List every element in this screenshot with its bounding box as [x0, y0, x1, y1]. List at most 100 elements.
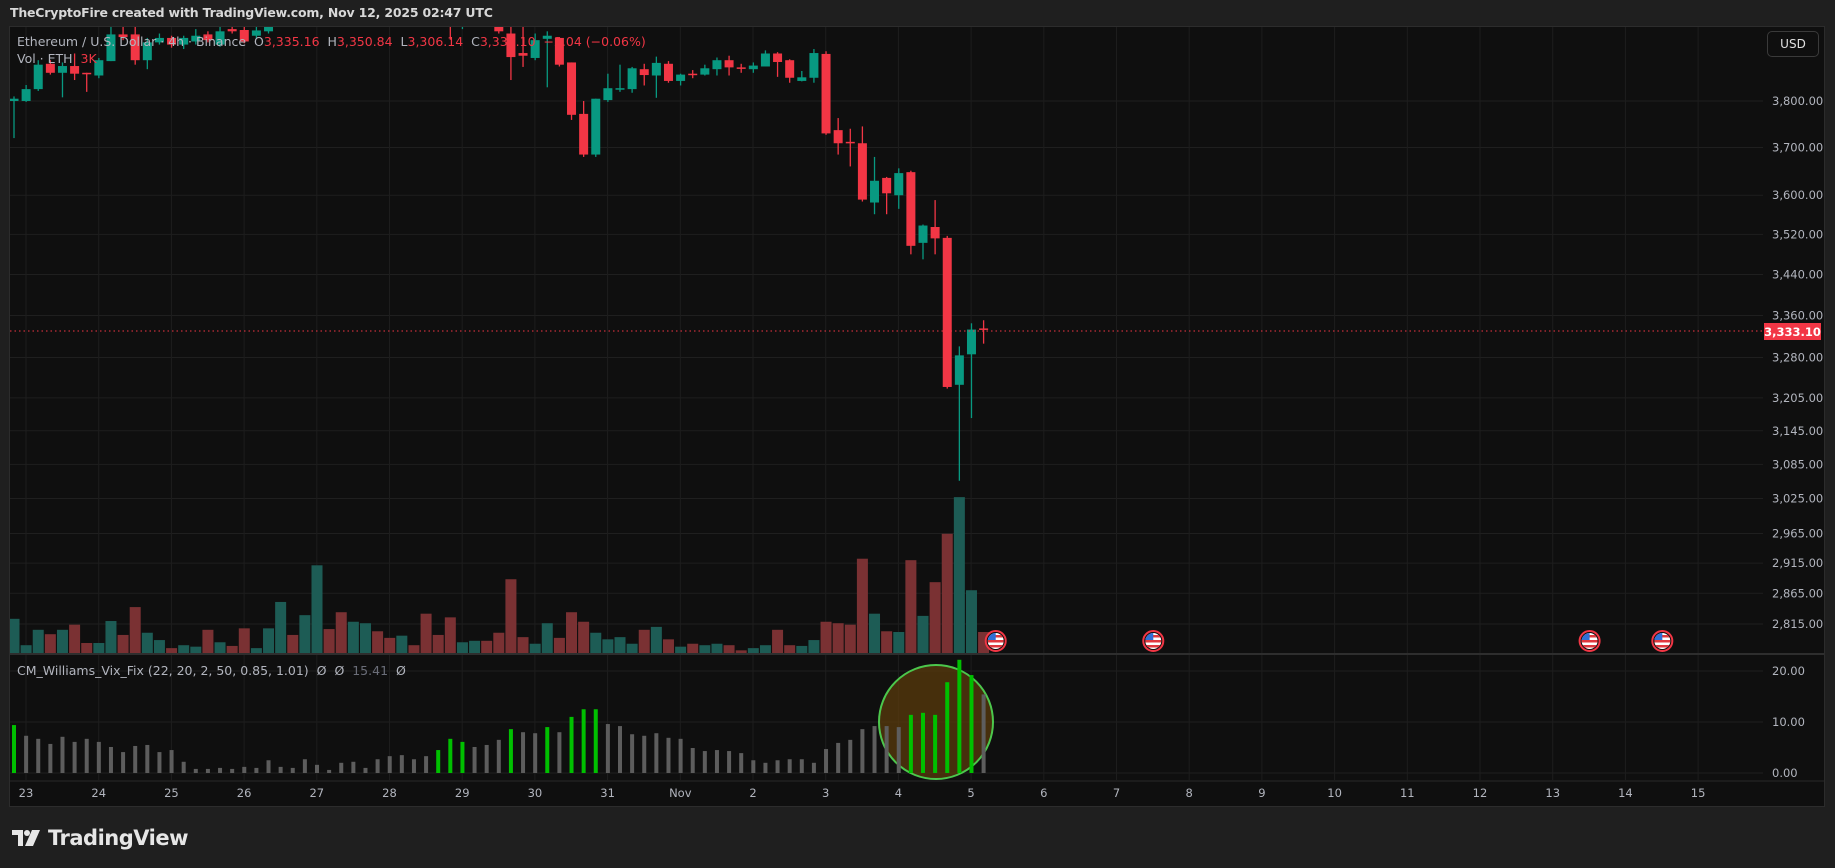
candle[interactable]	[118, 20, 128, 41]
candle[interactable]	[458, 7, 467, 30]
candle[interactable]	[21, 85, 31, 102]
time-tick-label: 4	[895, 786, 902, 800]
candle[interactable]	[639, 63, 649, 86]
candle[interactable]	[845, 128, 855, 167]
candle[interactable]	[785, 59, 795, 83]
candle-body	[700, 68, 710, 75]
candle[interactable]	[663, 61, 673, 83]
candle[interactable]	[894, 168, 904, 209]
us-flag-icon[interactable]	[984, 630, 1007, 652]
volume-bar	[905, 560, 917, 654]
candle[interactable]	[494, 12, 504, 34]
candle[interactable]	[530, 33, 540, 61]
candle[interactable]	[603, 73, 613, 102]
candle[interactable]	[688, 70, 698, 79]
candle[interactable]	[57, 62, 67, 98]
candle[interactable]	[736, 63, 746, 73]
candle[interactable]	[821, 51, 831, 135]
candle[interactable]	[542, 31, 552, 88]
candle-body	[979, 328, 989, 330]
candle[interactable]	[239, 24, 249, 44]
volume-bar	[772, 629, 784, 654]
us-flag-icon[interactable]	[1142, 630, 1165, 652]
candle[interactable]	[676, 73, 686, 86]
candle[interactable]	[882, 176, 892, 215]
candle[interactable]	[227, 23, 237, 34]
vix-bar	[630, 734, 635, 773]
indicator-title[interactable]: CM_Williams_Vix_Fix (22, 20, 2, 50, 0.85…	[17, 663, 309, 678]
candle[interactable]	[518, 16, 528, 67]
volume-label[interactable]: Vol · ETH	[17, 51, 73, 66]
volume-bar	[735, 650, 747, 654]
price-tick-label: 2,865.00	[1772, 586, 1823, 600]
vix-bar	[714, 750, 719, 773]
candle[interactable]	[506, 16, 516, 81]
us-flag-icon[interactable]	[1578, 630, 1601, 652]
candle[interactable]	[251, 27, 261, 38]
candle[interactable]	[773, 52, 783, 77]
candle[interactable]	[567, 62, 577, 120]
candle[interactable]	[422, 0, 431, 3]
candle[interactable]	[300, 0, 309, 9]
candle[interactable]	[554, 37, 564, 67]
candle[interactable]	[954, 346, 964, 481]
candle[interactable]	[748, 62, 758, 73]
candle-body	[833, 130, 843, 144]
candle-body	[748, 65, 758, 70]
candle[interactable]	[833, 118, 843, 155]
candle[interactable]	[930, 200, 940, 255]
candle[interactable]	[264, 12, 274, 34]
candle[interactable]	[106, 23, 116, 62]
candle[interactable]	[870, 156, 880, 215]
candle[interactable]	[579, 101, 589, 157]
event-markers[interactable]	[984, 630, 1674, 652]
candle[interactable]	[724, 55, 734, 76]
candle[interactable]	[979, 320, 989, 344]
candle[interactable]	[615, 64, 625, 92]
candle[interactable]	[797, 70, 807, 82]
candle[interactable]	[712, 57, 722, 76]
candle[interactable]	[179, 35, 189, 50]
candle[interactable]	[215, 27, 225, 47]
candle[interactable]	[130, 16, 140, 65]
candle[interactable]	[45, 60, 55, 75]
candle[interactable]	[33, 60, 43, 91]
candle[interactable]	[651, 56, 661, 98]
indicator-value: 15.41	[352, 663, 389, 678]
candle[interactable]	[288, 0, 297, 12]
candle[interactable]	[942, 235, 952, 389]
vix-bar	[290, 767, 295, 773]
us-flag-icon[interactable]	[1651, 630, 1674, 652]
vix-bar	[593, 709, 598, 773]
time-tick-label: 12	[1473, 786, 1488, 800]
candle[interactable]	[191, 29, 201, 45]
candle[interactable]	[10, 96, 19, 139]
candle[interactable]	[70, 53, 80, 81]
symbol-name[interactable]: Ethereum / U.S. Dollar · 4h · Binance	[17, 34, 247, 49]
candle[interactable]	[700, 64, 710, 76]
tradingview-logo[interactable]: TradingView	[12, 826, 188, 850]
candle[interactable]	[591, 98, 601, 157]
candle[interactable]	[167, 35, 177, 48]
candle[interactable]	[276, 0, 285, 18]
candle[interactable]	[94, 57, 104, 79]
candle[interactable]	[857, 126, 867, 202]
candle[interactable]	[627, 66, 637, 93]
currency-button[interactable]: USD	[1767, 31, 1819, 57]
candle[interactable]	[154, 33, 164, 45]
candle[interactable]	[446, 3, 455, 40]
candle[interactable]	[918, 224, 928, 260]
candle[interactable]	[434, 0, 443, 16]
candle[interactable]	[809, 49, 819, 83]
candle[interactable]	[82, 72, 92, 92]
vix-bar	[315, 764, 319, 773]
candle[interactable]	[203, 31, 213, 43]
candle[interactable]	[482, 3, 491, 20]
candle[interactable]	[760, 50, 770, 67]
candle[interactable]	[470, 3, 479, 18]
candle[interactable]	[906, 170, 916, 255]
candle[interactable]	[142, 37, 152, 70]
candle-body	[918, 225, 928, 243]
candle[interactable]	[966, 323, 976, 419]
